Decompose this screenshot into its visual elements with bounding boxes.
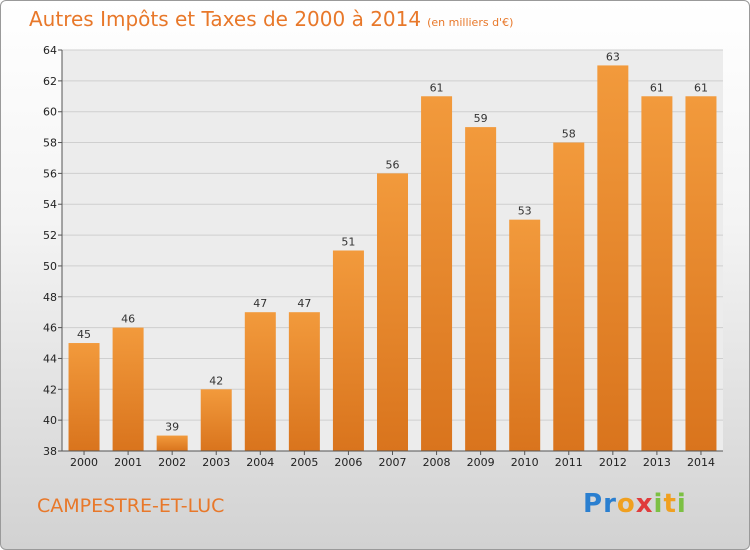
y-tick-label: 58 [43, 137, 57, 150]
bar-2001 [112, 327, 144, 451]
x-tick-label: 2003 [202, 456, 230, 469]
y-tick-label: 60 [43, 106, 57, 119]
y-tick-label: 46 [43, 322, 57, 335]
logo-letter: x [635, 489, 654, 519]
bar-2013 [641, 96, 673, 452]
y-tick-label: 54 [43, 198, 57, 211]
chart-title-text: Autres Impôts et Taxes de 2000 à 2014 [29, 7, 422, 31]
x-tick-label: 2008 [423, 456, 451, 469]
y-tick-label: 48 [43, 291, 57, 304]
proxiti-logo: Proxiti [583, 489, 687, 519]
logo-letter: o [616, 489, 636, 519]
x-tick-label: 2005 [290, 456, 318, 469]
x-tick-label: 2011 [555, 456, 583, 469]
data-label: 59 [474, 112, 488, 125]
x-tick-label: 2001 [114, 456, 142, 469]
data-label: 56 [386, 158, 400, 171]
bar-2003 [200, 389, 232, 451]
bar-2004 [244, 312, 276, 451]
chart-title: Autres Impôts et Taxes de 2000 à 2014 (en… [29, 7, 513, 31]
y-tick-label: 44 [43, 352, 57, 365]
data-label: 47 [253, 297, 267, 310]
x-tick-label: 2002 [158, 456, 186, 469]
y-tick-label: 42 [43, 383, 57, 396]
chart-unit-note: (en milliers d'€) [427, 16, 514, 29]
x-tick-label: 2010 [511, 456, 539, 469]
bar-2011 [553, 142, 585, 452]
y-tick-label: 56 [43, 167, 57, 180]
data-label: 39 [165, 421, 179, 434]
data-label: 61 [430, 81, 444, 94]
logo-letter: i [676, 489, 687, 519]
bar-2006 [332, 250, 364, 451]
bar-2014 [685, 96, 717, 452]
x-tick-label: 2014 [687, 456, 715, 469]
data-label: 58 [562, 128, 576, 141]
logo-letter: r [603, 489, 617, 519]
y-tick-label: 52 [43, 229, 57, 242]
data-label: 63 [606, 50, 620, 63]
x-tick-label: 2007 [379, 456, 407, 469]
logo-letter: P [583, 489, 604, 519]
x-tick-label: 2006 [334, 456, 362, 469]
y-tick-label: 40 [43, 414, 57, 427]
bar-2009 [465, 127, 497, 451]
x-tick-label: 2012 [599, 456, 627, 469]
bar-2005 [288, 312, 320, 451]
bar-2012 [597, 65, 629, 451]
bar-2007 [377, 173, 408, 451]
commune-name: CAMPESTRE-ET-LUC [37, 495, 225, 517]
y-tick-label: 62 [43, 75, 57, 88]
data-label: 45 [77, 328, 91, 341]
bar-2010 [509, 219, 541, 451]
logo-letter: i [653, 489, 664, 519]
x-tick-label: 2000 [70, 456, 98, 469]
data-label: 53 [518, 205, 532, 218]
x-tick-label: 2004 [246, 456, 274, 469]
bar-2002 [156, 435, 188, 451]
x-tick-label: 2009 [467, 456, 495, 469]
y-tick-label: 64 [43, 44, 57, 57]
x-tick-label: 2013 [643, 456, 671, 469]
y-tick-label: 38 [43, 445, 57, 458]
data-label: 61 [694, 81, 708, 94]
bar-2008 [421, 96, 453, 452]
data-label: 51 [341, 236, 355, 249]
data-label: 46 [121, 313, 135, 326]
data-label: 42 [209, 374, 223, 387]
y-tick-label: 50 [43, 260, 57, 273]
data-label: 47 [297, 297, 311, 310]
bar-2000 [68, 343, 100, 451]
logo-letter: t [663, 489, 677, 519]
data-label: 61 [650, 81, 664, 94]
